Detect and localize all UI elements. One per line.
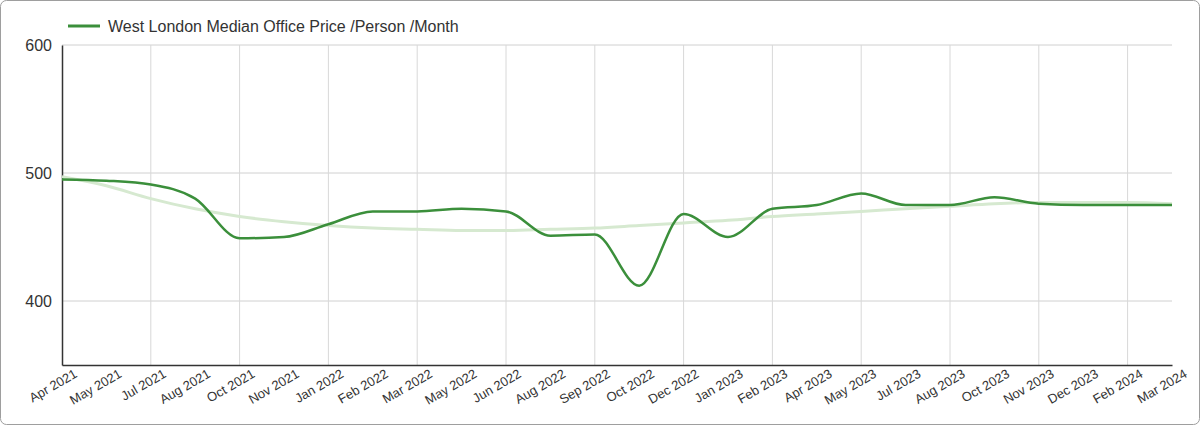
x-tick: Aug 2021	[157, 365, 213, 407]
grid-line-x	[772, 45, 773, 365]
series-line	[62, 179, 1172, 285]
y-tick: 500	[25, 165, 62, 182]
series-group	[62, 177, 1172, 286]
x-tick-label: Sep 2022	[557, 366, 613, 407]
legend-label: West London Median Office Price /Person …	[108, 18, 459, 35]
grid-line-y	[62, 173, 1172, 174]
chart: 400 500 600 Apr 2021May 2021Jul 2021Aug 202…	[0, 0, 1200, 425]
x-tick-label: Feb 2023	[735, 366, 790, 406]
y-tick: 400	[25, 293, 62, 310]
x-tick: Nov 2021	[246, 365, 302, 407]
grid-line-x	[150, 45, 151, 365]
legend: West London Median Office Price /Person …	[68, 18, 459, 35]
x-tick: Dec 2023	[1045, 365, 1101, 407]
grid-line-x	[239, 45, 240, 365]
x-tick-label: Aug 2023	[912, 366, 968, 407]
y-tick-label: 400	[25, 293, 52, 310]
x-axis: Apr 2021May 2021Jul 2021Aug 2021Oct 2021…	[26, 365, 1189, 408]
x-tick: May 2023	[822, 365, 879, 408]
y-tick: 600	[25, 37, 62, 54]
y-tick-label: 600	[25, 37, 52, 54]
x-tick-label: Dec 2022	[646, 366, 702, 407]
plot: 400 500 600 Apr 2021May 2021Jul 2021Aug 202…	[25, 37, 1189, 408]
x-tick-label: May 2021	[67, 366, 124, 408]
x-tick: Dec 2022	[646, 365, 702, 407]
y-axis-line	[62, 46, 64, 366]
grid-line-y	[62, 301, 1172, 302]
grid-line-x	[328, 45, 329, 365]
grid-line-x	[861, 45, 862, 365]
x-tick-label: Mar 2024	[1135, 366, 1190, 406]
legend-swatch	[68, 25, 100, 28]
x-tick: Feb 2022	[335, 365, 390, 406]
grid	[62, 45, 1172, 365]
series-line	[62, 177, 1172, 231]
y-tick-label: 500	[25, 165, 52, 182]
x-tick-label: May 2023	[822, 366, 879, 408]
x-tick: May 2022	[422, 365, 479, 408]
x-tick-label: Dec 2023	[1045, 366, 1101, 407]
x-tick-label: Feb 2024	[1090, 366, 1145, 406]
grid-line-y	[62, 45, 1172, 46]
x-tick: Feb 2023	[735, 365, 790, 406]
x-tick-label: May 2022	[422, 366, 479, 408]
grid-line-x	[506, 45, 507, 365]
x-tick-label: Feb 2022	[335, 366, 390, 406]
x-tick: May 2021	[67, 365, 124, 408]
x-axis-line	[63, 365, 1173, 367]
grid-line-x	[683, 45, 684, 365]
grid-line-x	[417, 45, 418, 365]
y-axis: 400 500 600	[25, 37, 62, 366]
frame	[1, 1, 1200, 425]
x-tick: Mar 2024	[1135, 365, 1190, 406]
grid-line-x	[1038, 45, 1039, 365]
x-tick-label: Nov 2021	[246, 366, 302, 407]
x-tick: Feb 2024	[1090, 365, 1145, 406]
grid-line-x	[594, 45, 595, 365]
x-tick: Aug 2023	[912, 365, 968, 407]
x-tick: Sep 2022	[557, 365, 613, 407]
x-tick-label: Aug 2021	[157, 366, 213, 407]
